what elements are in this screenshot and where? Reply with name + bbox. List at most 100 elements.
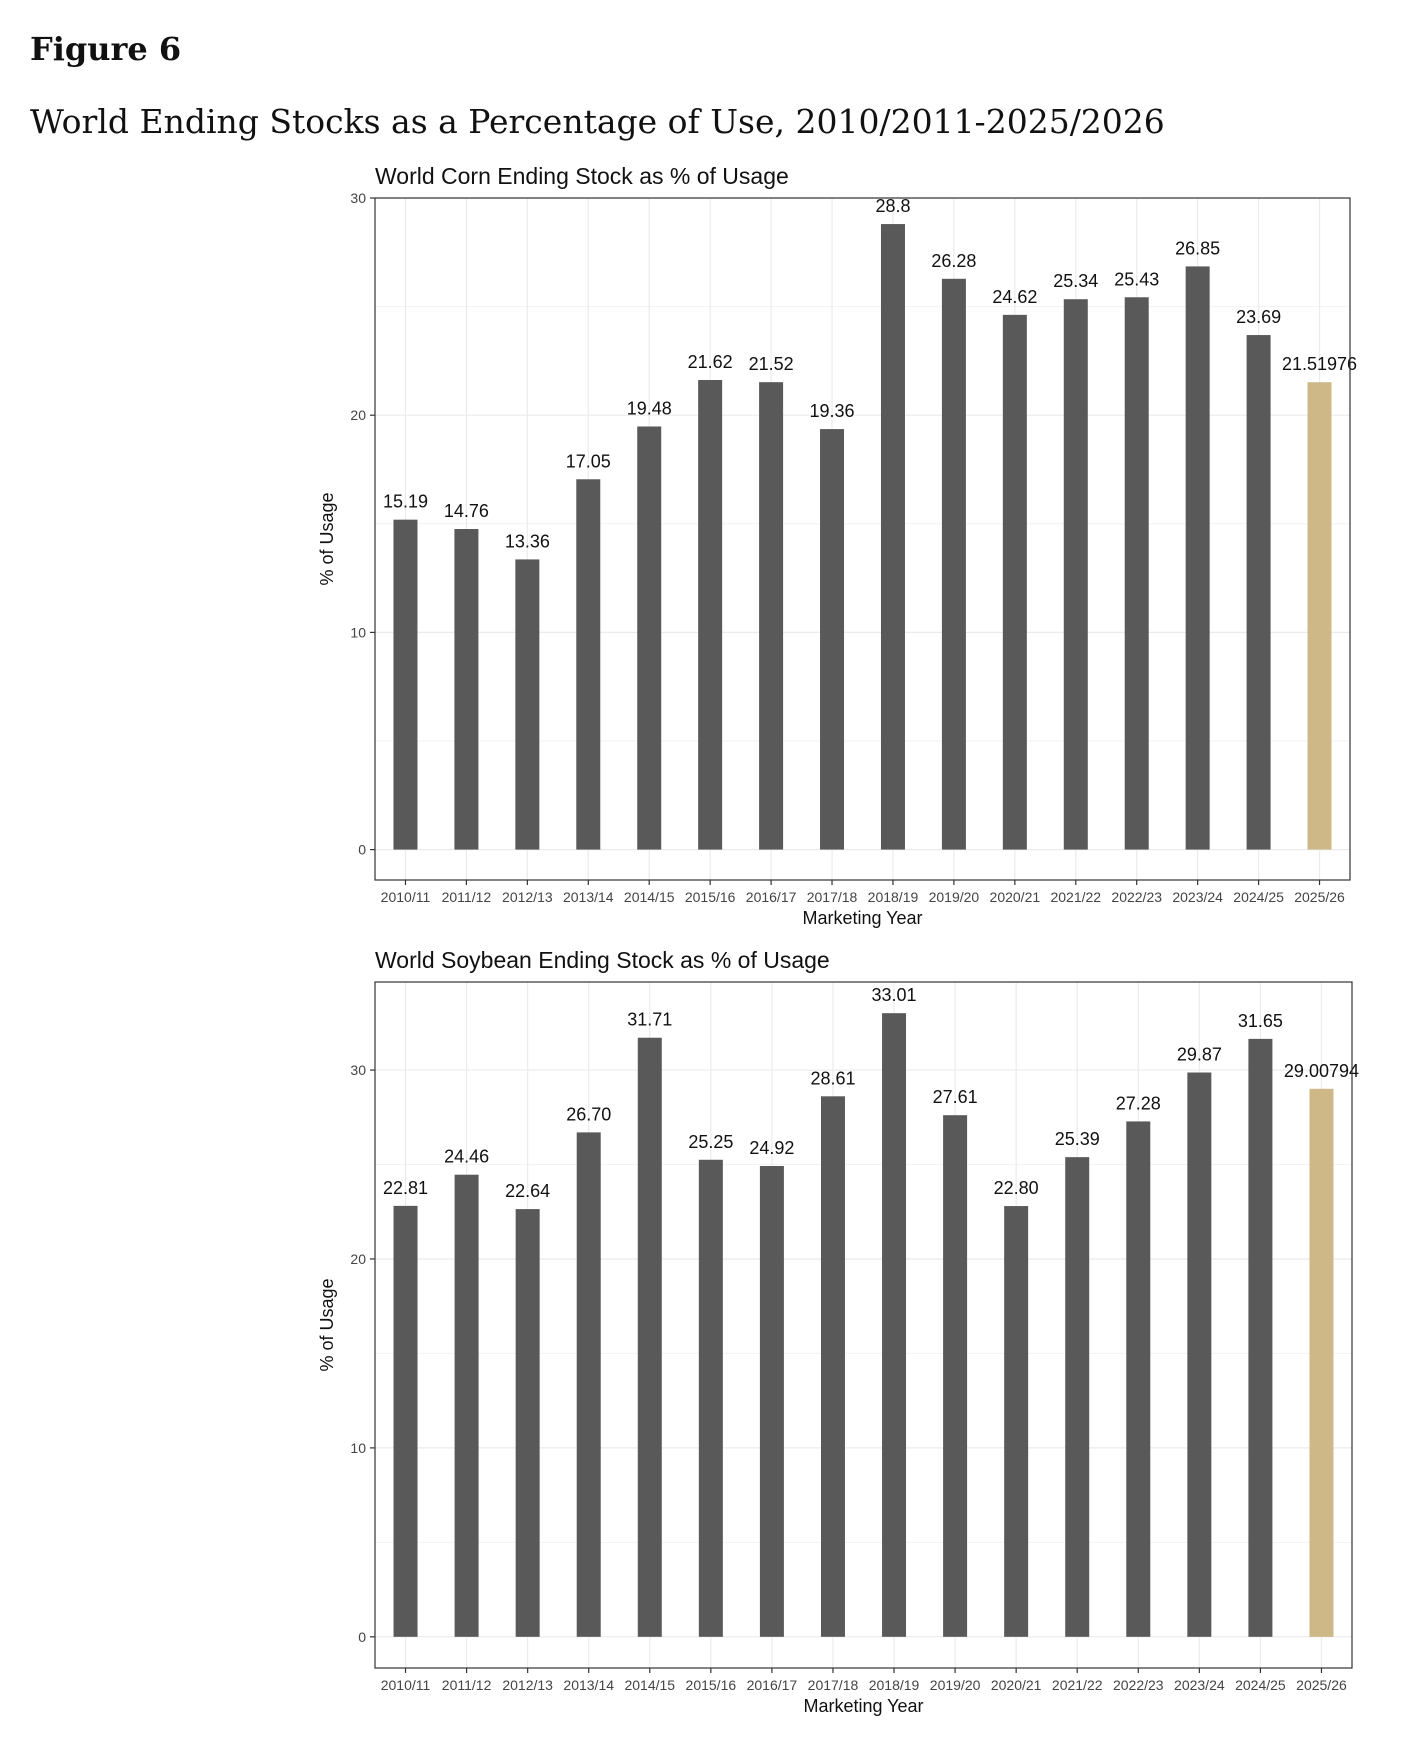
x-tick-label: 2016/17 bbox=[747, 1677, 798, 1693]
x-tick-label: 2024/25 bbox=[1235, 1677, 1286, 1693]
x-tick-label: 2017/18 bbox=[808, 1677, 859, 1693]
x-tick-label: 2024/25 bbox=[1233, 889, 1284, 905]
data-label: 26.70 bbox=[566, 1104, 611, 1124]
bar-2012-13 bbox=[515, 1209, 540, 1637]
data-label: 23.69 bbox=[1236, 307, 1281, 327]
x-tick-label: 2013/14 bbox=[563, 889, 614, 905]
x-tick-label: 2022/23 bbox=[1113, 1677, 1164, 1693]
data-label: 21.62 bbox=[688, 352, 733, 372]
x-tick-label: 2021/22 bbox=[1050, 889, 1101, 905]
chart-title: World Soybean Ending Stock as % of Usage bbox=[375, 947, 830, 973]
bar-2014-15 bbox=[637, 1037, 662, 1637]
data-label: 26.85 bbox=[1175, 238, 1220, 258]
data-label: 22.81 bbox=[383, 1178, 428, 1198]
x-tick-label: 2019/20 bbox=[929, 889, 980, 905]
x-tick-label: 2016/17 bbox=[746, 889, 797, 905]
panel-border bbox=[374, 197, 1351, 881]
data-label: 27.28 bbox=[1116, 1093, 1161, 1113]
data-label: 21.51976 bbox=[1282, 354, 1357, 374]
bar-2015-16 bbox=[698, 1159, 723, 1637]
bar-2024-25 bbox=[1248, 1038, 1273, 1637]
data-label: 25.43 bbox=[1114, 269, 1159, 289]
data-label: 28.61 bbox=[810, 1068, 855, 1088]
bar-2022-23 bbox=[1126, 1121, 1151, 1637]
bar-2011-12 bbox=[454, 1174, 479, 1637]
x-tick-label: 2014/15 bbox=[624, 889, 675, 905]
data-label: 24.92 bbox=[749, 1138, 794, 1158]
bar-2014-15 bbox=[637, 426, 662, 850]
bar-2023-24 bbox=[1187, 1072, 1212, 1637]
x-tick-label: 2010/11 bbox=[381, 1677, 431, 1693]
x-tick-label: 2023/24 bbox=[1172, 889, 1223, 905]
data-label: 31.65 bbox=[1238, 1011, 1283, 1031]
data-label: 27.61 bbox=[933, 1087, 978, 1107]
x-tick-label: 2015/16 bbox=[686, 1677, 737, 1693]
x-tick-label: 2020/21 bbox=[991, 1677, 1042, 1693]
bar-2010-11 bbox=[393, 1205, 418, 1637]
bar-2022-23 bbox=[1124, 297, 1149, 850]
bar-2010-11 bbox=[393, 519, 418, 850]
x-tick-label: 2017/18 bbox=[807, 889, 858, 905]
data-label: 22.80 bbox=[994, 1178, 1039, 1198]
y-tick-label: 0 bbox=[358, 842, 366, 858]
bar-2016-17 bbox=[759, 1166, 784, 1637]
data-label: 28.8 bbox=[875, 196, 910, 216]
bar-2021-22 bbox=[1065, 1157, 1090, 1637]
x-axis-title: Marketing Year bbox=[803, 1696, 923, 1716]
bar-2025-26 bbox=[1309, 1088, 1334, 1637]
y-tick-label: 20 bbox=[350, 1251, 366, 1267]
figure-title: World Ending Stocks as a Percentage of U… bbox=[30, 102, 1165, 141]
y-tick-label: 30 bbox=[350, 1062, 366, 1078]
data-label: 19.36 bbox=[810, 401, 855, 421]
data-label: 25.25 bbox=[688, 1132, 733, 1152]
data-label: 21.52 bbox=[749, 354, 794, 374]
bar-2021-22 bbox=[1063, 299, 1088, 850]
data-label: 17.05 bbox=[566, 451, 611, 471]
x-tick-label: 2015/16 bbox=[685, 889, 736, 905]
x-tick-label: 2021/22 bbox=[1052, 1677, 1103, 1693]
bar-2020-21 bbox=[1002, 314, 1027, 850]
y-tick-label: 0 bbox=[358, 1629, 366, 1645]
bar-2019-20 bbox=[941, 278, 966, 850]
bar-2013-14 bbox=[576, 1132, 601, 1637]
bar-2018-19 bbox=[880, 224, 905, 850]
x-tick-label: 2011/12 bbox=[442, 889, 492, 905]
bar-2011-12 bbox=[454, 529, 479, 850]
bar-2016-17 bbox=[759, 382, 784, 850]
data-label: 13.36 bbox=[505, 531, 550, 551]
y-tick-label: 10 bbox=[350, 1440, 366, 1456]
x-tick-label: 2010/11 bbox=[381, 889, 431, 905]
x-tick-label: 2020/21 bbox=[990, 889, 1041, 905]
data-label: 14.76 bbox=[444, 501, 489, 521]
x-tick-label: 2018/19 bbox=[868, 889, 919, 905]
x-tick-label: 2012/13 bbox=[502, 889, 553, 905]
corn-chart: 15.19 14.76 13.36 17.05 19.48 21.62 21.52 19.36… bbox=[317, 163, 1357, 928]
x-tick-label: 2013/14 bbox=[563, 1677, 614, 1693]
x-tick-label: 2018/19 bbox=[869, 1677, 920, 1693]
data-label: 24.62 bbox=[992, 287, 1037, 307]
data-label: 29.87 bbox=[1177, 1044, 1222, 1064]
chart-title: World Corn Ending Stock as % of Usage bbox=[375, 163, 789, 189]
y-axis-title: % of Usage bbox=[317, 492, 337, 585]
data-label: 19.48 bbox=[627, 398, 672, 418]
x-tick-label: 2025/26 bbox=[1296, 1677, 1347, 1693]
data-label: 33.01 bbox=[872, 985, 917, 1005]
bar-2017-18 bbox=[820, 429, 845, 850]
bar-2017-18 bbox=[820, 1096, 845, 1637]
x-tick-label: 2022/23 bbox=[1111, 889, 1162, 905]
bar-2015-16 bbox=[698, 380, 723, 850]
soybean-chart: 22.81 24.46 22.64 26.70 31.71 25.25 24.92 28.61… bbox=[317, 947, 1359, 1716]
data-label: 25.34 bbox=[1053, 271, 1098, 291]
bar-2020-21 bbox=[1004, 1206, 1029, 1637]
y-tick-label: 20 bbox=[350, 407, 366, 423]
y-tick-label: 10 bbox=[350, 624, 366, 640]
x-tick-label: 2023/24 bbox=[1174, 1677, 1225, 1693]
bar-2024-25 bbox=[1246, 335, 1271, 850]
data-label: 22.64 bbox=[505, 1181, 550, 1201]
data-label: 25.39 bbox=[1055, 1129, 1100, 1149]
x-axis-title: Marketing Year bbox=[802, 908, 922, 928]
data-label: 24.46 bbox=[444, 1147, 489, 1167]
x-tick-label: 2012/13 bbox=[502, 1677, 553, 1693]
x-tick-label: 2014/15 bbox=[624, 1677, 675, 1693]
panel-border bbox=[374, 981, 1353, 1669]
